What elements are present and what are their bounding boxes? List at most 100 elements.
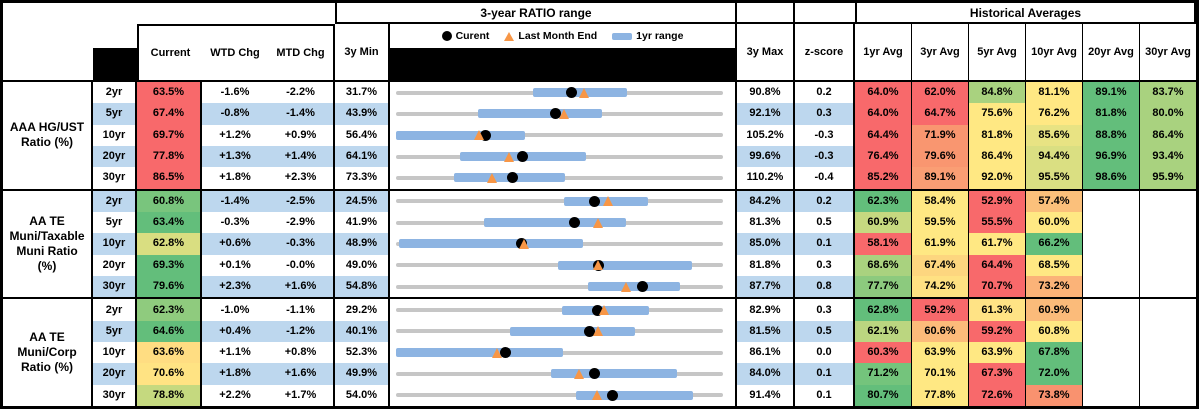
cell-avg-30yr-avg	[1140, 385, 1196, 406]
row-group-label: AAA HG/UST Ratio (%)	[3, 82, 93, 189]
data-row-30yr: 30yr 78.8% +2.2% +1.7% 54.0% 91.4% 0.1 80.7% 77.…	[93, 384, 1196, 406]
header-empty-3y-max	[737, 3, 795, 24]
range-plot	[390, 212, 737, 234]
black-filler-bar	[390, 48, 735, 80]
cell-avg-10yr-avg: 72.0%	[1026, 363, 1083, 385]
cell-avg-5yr-avg: 67.3%	[969, 363, 1026, 385]
range-track	[396, 308, 723, 312]
range-1yr-bar	[576, 390, 694, 400]
cell-avg-20yr-avg: 89.1%	[1083, 82, 1140, 104]
cell-avg-1yr-avg: 60.9%	[855, 212, 912, 234]
cell-3y-max: 86.1%	[737, 342, 795, 364]
range-track	[396, 133, 723, 138]
cell-mtd-chg: +0.8%	[268, 342, 335, 364]
current-dot	[589, 195, 601, 207]
cell-avg-30yr-avg: 95.9%	[1140, 167, 1196, 189]
tenor-label: 30yr	[93, 384, 137, 406]
chart-legend-cell: Curent Last Month End 1yr range	[390, 24, 737, 80]
ratio-group: AA TE Muni/Taxable Muni Ratio (%) 2yr 60.8…	[3, 188, 1196, 298]
cell-avg-30yr-avg	[1140, 321, 1196, 342]
col-header-5yr-avg: 5yr Avg	[969, 24, 1026, 80]
cell-3y-max: 105.2%	[737, 124, 795, 146]
cell-3y-max: 92.1%	[737, 103, 795, 125]
cell-wtd-chg: -0.3%	[220, 216, 250, 229]
cell-3y-max: 110.2%	[737, 167, 795, 189]
cell-current: 70.6%	[137, 363, 202, 385]
cell-avg-30yr-avg	[1140, 255, 1196, 276]
last-month-triangle	[621, 281, 632, 292]
last-month-triangle	[592, 260, 603, 271]
tenor-label: 2yr	[93, 190, 137, 212]
cell-z-score: 0.0	[795, 342, 855, 364]
tenor-label: 2yr	[93, 299, 137, 321]
range-plot	[390, 384, 737, 406]
cell-z-score: 0.5	[795, 320, 855, 342]
legend-current: Curent	[441, 30, 489, 42]
tenor-label: 5yr	[93, 320, 137, 342]
cell-avg-1yr-avg: 62.1%	[855, 320, 912, 342]
range-plot	[390, 190, 737, 212]
header-left-spacer	[3, 3, 335, 24]
cell-avg-5yr-avg: 86.4%	[969, 145, 1026, 168]
cell-mtd-chg: -2.9%	[268, 212, 335, 234]
data-row-30yr: 30yr 86.5% +1.8% +2.3% 73.3% 110.2% -0.4 85.2% 8…	[93, 167, 1196, 189]
last-month-triangle	[487, 172, 498, 183]
data-row-10yr: 10yr 62.8% +0.6% -0.3% 48.9% 85.0% 0.1 58.1% 61.…	[93, 233, 1196, 255]
cell-3y-min: 40.1%	[335, 320, 390, 342]
range-plot-area	[396, 276, 723, 297]
cell-3y-min: 49.9%	[335, 363, 390, 385]
cell-avg-5yr-avg: 72.6%	[969, 384, 1026, 406]
cell-3y-min: 24.5%	[335, 190, 390, 212]
last-month-triangle	[503, 151, 514, 162]
cell-avg-3yr-avg: 67.4%	[912, 254, 969, 276]
range-1yr-bar	[396, 130, 525, 140]
data-row-2yr: 2yr 62.3% -1.0% -1.1% 29.2% 82.9% 0.3 62.8% 59.2…	[93, 299, 1196, 321]
cell-wtd-chg: +0.6%	[202, 233, 268, 255]
cell-3y-min: 54.0%	[335, 384, 390, 406]
cell-3y-max: 91.4%	[737, 384, 795, 406]
cell-mtd-chg: -2.2%	[268, 82, 335, 104]
cell-avg-3yr-avg: 58.4%	[912, 190, 969, 212]
ratio-group: AA TE Muni/Corp Ratio (%) 2yr 62.3% -1.0% -1…	[3, 297, 1196, 407]
col-header-30yr-avg: 30yr Avg	[1145, 45, 1191, 58]
last-month-triangle	[593, 326, 604, 337]
cell-3y-min: 73.3%	[335, 167, 390, 189]
legend-range-swatch-icon	[612, 32, 633, 40]
cell-3y-min: 41.9%	[335, 212, 390, 234]
cell-avg-20yr-avg: 98.6%	[1083, 167, 1140, 189]
cell-mtd-chg: -2.5%	[268, 190, 335, 212]
cell-current: 86.5%	[137, 167, 202, 189]
range-plot	[390, 363, 737, 385]
cell-avg-10yr-avg: 60.9%	[1026, 299, 1083, 321]
cell-current: 63.6%	[137, 342, 202, 364]
cell-avg-20yr-avg	[1083, 275, 1140, 298]
cell-wtd-chg: +0.4%	[202, 320, 268, 342]
cell-avg-10yr-avg: 60.8%	[1026, 320, 1083, 342]
data-row-2yr: 2yr 63.5% -1.6% -2.2% 31.7% 90.8% 0.2 64.0% 62.0…	[93, 82, 1196, 104]
cell-wtd-chg: +2.2%	[219, 388, 251, 401]
cell-avg-20yr-avg	[1083, 190, 1140, 212]
cell-avg-30yr-avg	[1140, 363, 1196, 384]
cell-3y-max: 84.2%	[737, 190, 795, 212]
group-rows: 2yr 60.8% -1.4% -2.5% 24.5% 84.2% 0.2 62.3% 58.4…	[93, 190, 1196, 298]
range-plot-area	[396, 125, 723, 146]
cell-mtd-chg: +1.6%	[268, 363, 335, 385]
range-1yr-bar	[587, 282, 681, 292]
cell-avg-5yr-avg: 75.6%	[969, 103, 1026, 125]
cell-mtd-chg: +0.9%	[268, 124, 335, 146]
legend-last-month-label: Last Month End	[518, 30, 598, 42]
cell-wtd-chg: +2.3%	[202, 275, 268, 298]
cell-z-score: 0.3	[795, 103, 855, 125]
cell-3y-max: 81.5%	[737, 320, 795, 342]
cell-avg-30yr-avg: 83.7%	[1140, 82, 1196, 104]
cell-wtd-chg: -0.8%	[202, 103, 268, 125]
range-plot-area	[396, 233, 723, 254]
cell-mtd-chg: -0.3%	[268, 233, 335, 255]
legend-last-month: Last Month End	[504, 30, 597, 42]
cell-avg-30yr-avg	[1140, 276, 1196, 297]
range-plot-area	[396, 146, 723, 167]
cell-avg-20yr-avg: 88.8%	[1083, 124, 1140, 146]
group-rows: 2yr 63.5% -1.6% -2.2% 31.7% 90.8% 0.2 64.0% 62.0…	[93, 82, 1196, 189]
cell-current: 60.8%	[137, 190, 202, 212]
